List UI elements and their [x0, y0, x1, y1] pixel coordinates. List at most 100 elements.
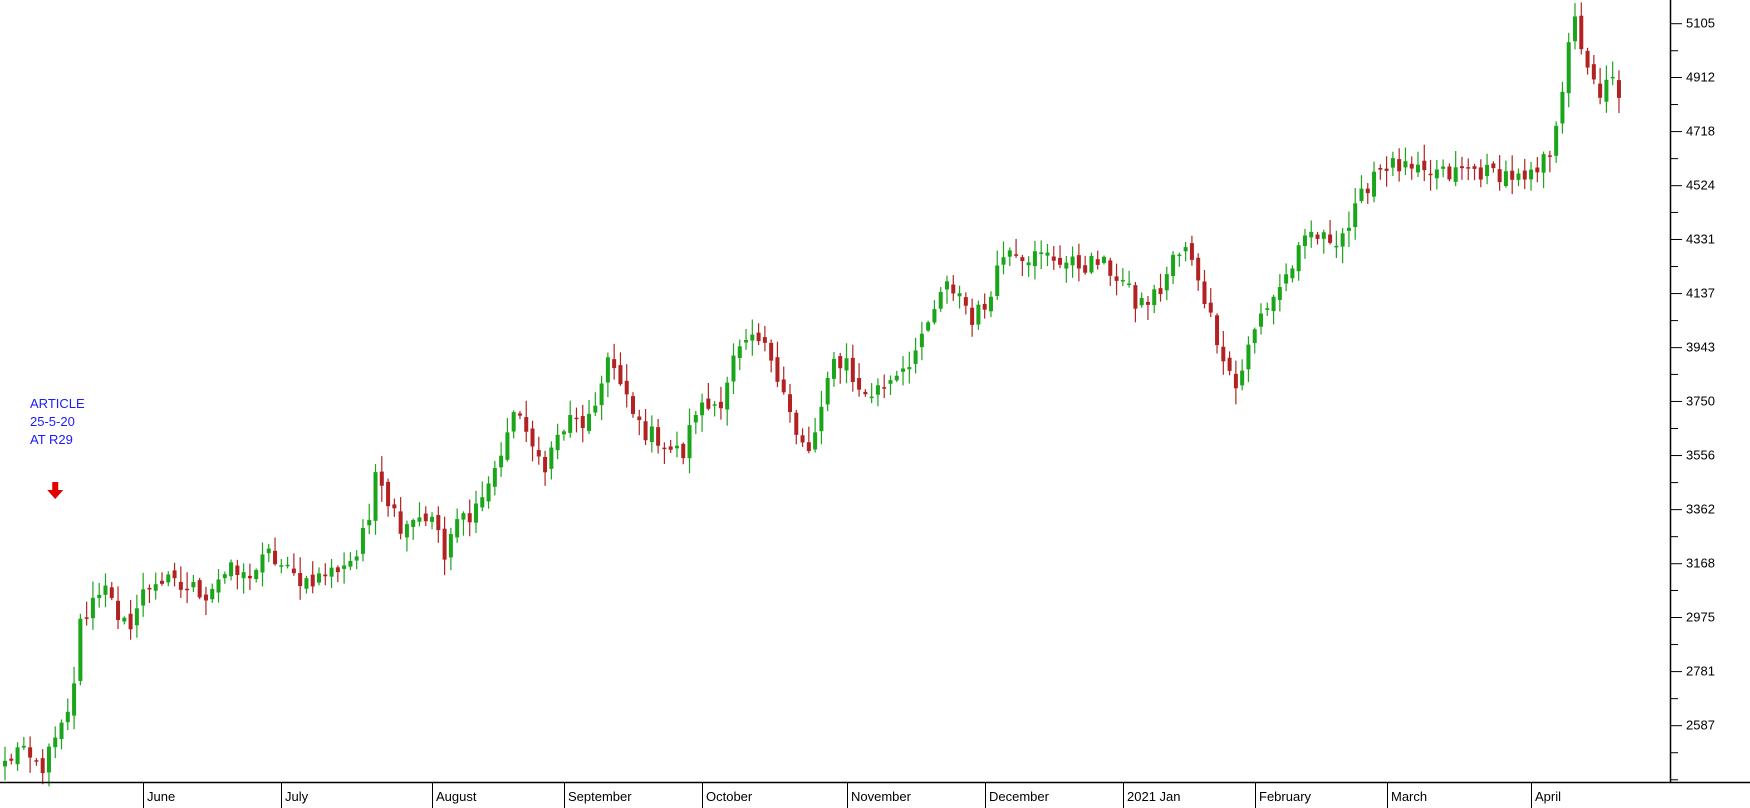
candle	[750, 319, 755, 356]
candle	[919, 321, 924, 361]
candle	[1189, 235, 1194, 266]
candle	[1328, 220, 1333, 245]
y-tick-label: 3556	[1686, 448, 1715, 463]
candle-body	[348, 560, 353, 567]
candle-body	[411, 520, 416, 527]
candle-body	[455, 519, 460, 538]
candle	[247, 563, 252, 591]
candle	[436, 506, 441, 543]
candle	[216, 569, 221, 603]
candle	[631, 392, 635, 418]
candle	[1334, 230, 1339, 259]
candle	[888, 375, 893, 396]
candle-body	[1171, 254, 1176, 277]
candle-body	[813, 432, 818, 450]
candle	[901, 356, 906, 386]
candle	[342, 552, 347, 584]
candle-body	[160, 580, 164, 584]
candle-body	[932, 309, 937, 323]
candle-body	[492, 467, 497, 487]
candle	[1277, 274, 1282, 312]
candle	[618, 352, 623, 386]
candle	[1007, 247, 1012, 267]
candle-body	[674, 445, 679, 449]
candle	[160, 572, 164, 586]
candle	[656, 418, 661, 454]
candle	[731, 343, 736, 394]
candle-body	[712, 404, 717, 406]
candle-body	[1560, 91, 1565, 124]
candle-body	[461, 513, 466, 520]
candle-body	[1265, 308, 1270, 310]
y-tick-label: 5105	[1686, 16, 1715, 31]
candle-body	[335, 567, 340, 573]
candle-body	[875, 385, 880, 395]
candle	[762, 325, 767, 352]
candle	[65, 698, 70, 731]
candle	[266, 543, 271, 562]
candle	[737, 339, 742, 371]
candle	[153, 572, 158, 600]
candle-body	[693, 414, 698, 423]
candle-body	[1001, 257, 1006, 265]
candle-body	[1547, 155, 1552, 157]
candle-body	[656, 427, 661, 446]
candle	[869, 383, 874, 404]
candle	[9, 753, 14, 765]
x-month-label: November	[851, 789, 912, 804]
candle	[348, 552, 353, 571]
x-month-label: October	[706, 789, 753, 804]
candle-body	[737, 346, 742, 359]
candle	[1265, 302, 1270, 316]
candle-body	[241, 572, 246, 579]
candle-body	[587, 413, 592, 431]
x-month-label: December	[989, 789, 1050, 804]
candle	[976, 300, 981, 330]
candle-body	[762, 337, 767, 343]
candle-body	[1233, 373, 1238, 389]
candle-body	[1252, 329, 1257, 344]
candle	[1416, 151, 1420, 178]
candle	[788, 383, 792, 423]
candle	[59, 719, 64, 750]
candle-body	[436, 514, 441, 531]
candle	[1240, 359, 1245, 391]
candle	[1447, 163, 1452, 182]
candle	[134, 594, 139, 638]
candle	[1051, 246, 1056, 270]
candle-body	[342, 565, 347, 569]
candle	[291, 553, 296, 576]
candle	[1547, 150, 1552, 173]
candle-body	[1428, 173, 1433, 176]
candle-body	[995, 265, 1000, 296]
candle-body	[40, 758, 45, 774]
candle	[838, 352, 843, 384]
candle	[1095, 250, 1100, 270]
candle-body	[919, 333, 924, 348]
candle	[1259, 303, 1263, 335]
candle	[963, 292, 968, 315]
candle	[1309, 220, 1314, 248]
candle-body	[568, 415, 573, 433]
candle	[1459, 156, 1464, 180]
candle-body	[1196, 257, 1201, 281]
candle	[1390, 151, 1395, 177]
candle-body	[913, 350, 918, 364]
candle-body	[191, 582, 196, 588]
candle	[1441, 159, 1446, 178]
candle	[543, 450, 548, 486]
candle-body	[505, 432, 510, 460]
candle-body	[285, 564, 290, 567]
candle-body	[404, 524, 409, 538]
candle	[624, 364, 629, 408]
candle-body	[831, 358, 836, 379]
candle-body	[882, 387, 887, 389]
candle	[1529, 162, 1534, 191]
candle	[913, 337, 918, 374]
candle	[1535, 157, 1540, 183]
candle-body	[624, 380, 629, 395]
candle	[430, 512, 435, 530]
x-month-label: March	[1391, 789, 1427, 804]
candle	[674, 431, 679, 458]
candle	[185, 572, 190, 604]
